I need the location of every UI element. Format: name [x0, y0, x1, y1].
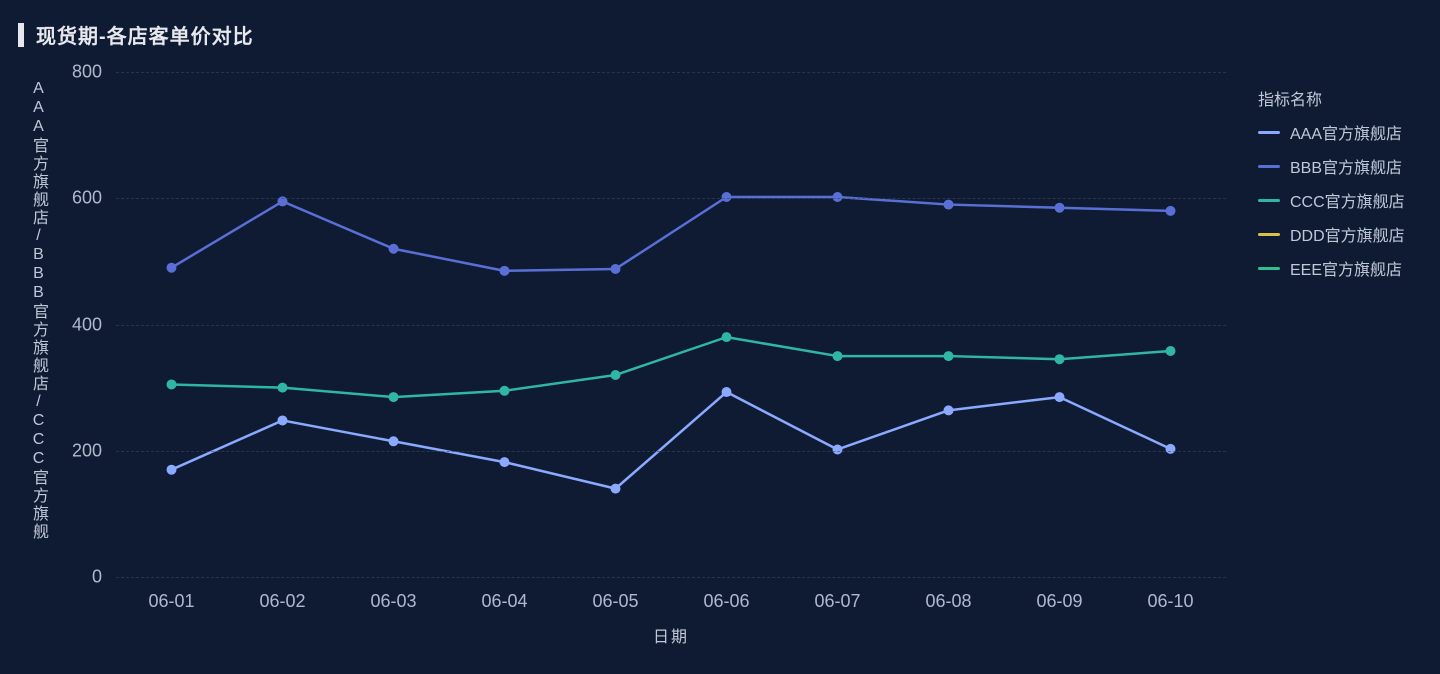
y-axis-label: AAA官方旗舰店/BBB官方旗舰店/CCC官方旗舰店/DDD官…: [30, 80, 50, 600]
x-tick-label: 06-05: [592, 591, 638, 612]
data-point[interactable]: [278, 415, 288, 425]
data-point[interactable]: [944, 351, 954, 361]
gridline: [116, 577, 1226, 578]
data-point[interactable]: [500, 266, 510, 276]
gridline: [116, 72, 1226, 73]
gridline: [116, 451, 1226, 452]
data-point[interactable]: [833, 351, 843, 361]
legend-label: BBB官方旗舰店: [1290, 154, 1402, 178]
data-point[interactable]: [278, 383, 288, 393]
data-point[interactable]: [944, 405, 954, 415]
gridline: [116, 325, 1226, 326]
data-point[interactable]: [1055, 203, 1065, 213]
legend-item[interactable]: CCC官方旗舰店: [1258, 188, 1405, 212]
y-tick-label: 400: [72, 314, 102, 335]
x-axis-label: 日期: [653, 623, 689, 647]
data-point[interactable]: [611, 264, 621, 274]
legend-swatch: [1258, 165, 1280, 168]
title-bar: 现货期-各店客单价对比: [18, 20, 254, 49]
data-point[interactable]: [389, 436, 399, 446]
legend-title: 指标名称: [1258, 86, 1405, 110]
legend-swatch: [1258, 131, 1280, 134]
data-point[interactable]: [944, 200, 954, 210]
x-tick-label: 06-02: [259, 591, 305, 612]
y-tick-label: 800: [72, 62, 102, 83]
data-point[interactable]: [500, 386, 510, 396]
data-point[interactable]: [1166, 206, 1176, 216]
series-line: [172, 197, 1171, 271]
x-tick-label: 06-06: [703, 591, 749, 612]
legend-item[interactable]: EEE官方旗舰店: [1258, 256, 1405, 280]
data-point[interactable]: [1055, 354, 1065, 364]
x-tick-label: 06-01: [148, 591, 194, 612]
legend-item[interactable]: DDD官方旗舰店: [1258, 222, 1405, 246]
data-point[interactable]: [611, 370, 621, 380]
data-point[interactable]: [833, 444, 843, 454]
y-tick-label: 600: [72, 188, 102, 209]
data-point[interactable]: [722, 332, 732, 342]
data-point[interactable]: [167, 465, 177, 475]
x-tick-label: 06-08: [925, 591, 971, 612]
legend-label: AAA官方旗舰店: [1290, 120, 1402, 144]
legend-swatch: [1258, 199, 1280, 202]
x-tick-label: 06-04: [481, 591, 527, 612]
x-tick-label: 06-10: [1147, 591, 1193, 612]
plot-area: 020040060080006-0106-0206-0306-0406-0506…: [116, 72, 1226, 577]
legend-swatch: [1258, 233, 1280, 236]
legend-item[interactable]: BBB官方旗舰店: [1258, 154, 1405, 178]
data-point[interactable]: [611, 484, 621, 494]
data-point[interactable]: [389, 244, 399, 254]
series-line: [172, 337, 1171, 397]
chart-title: 现货期-各店客单价对比: [36, 20, 254, 49]
x-tick-label: 06-03: [370, 591, 416, 612]
gridline: [116, 198, 1226, 199]
data-point[interactable]: [833, 192, 843, 202]
data-point[interactable]: [500, 457, 510, 467]
x-tick-label: 06-09: [1036, 591, 1082, 612]
x-tick-label: 06-07: [814, 591, 860, 612]
data-point[interactable]: [1166, 444, 1176, 454]
data-point[interactable]: [722, 192, 732, 202]
y-tick-label: 0: [92, 567, 102, 588]
y-tick-label: 200: [72, 440, 102, 461]
data-point[interactable]: [1055, 392, 1065, 402]
legend-label: CCC官方旗舰店: [1290, 188, 1405, 212]
data-point[interactable]: [1166, 346, 1176, 356]
series-line: [172, 392, 1171, 489]
data-point[interactable]: [167, 263, 177, 273]
legend-label: DDD官方旗舰店: [1290, 222, 1405, 246]
data-point[interactable]: [167, 379, 177, 389]
chart-container: 现货期-各店客单价对比 AAA官方旗舰店/BBB官方旗舰店/CCC官方旗舰店/D…: [0, 0, 1440, 674]
legend-label: EEE官方旗舰店: [1290, 256, 1402, 280]
data-point[interactable]: [722, 387, 732, 397]
title-accent-bar: [18, 23, 24, 47]
legend-swatch: [1258, 267, 1280, 270]
legend-item[interactable]: AAA官方旗舰店: [1258, 120, 1405, 144]
data-point[interactable]: [389, 392, 399, 402]
legend: 指标名称 AAA官方旗舰店 BBB官方旗舰店 CCC官方旗舰店 DDD官方旗舰店 EEE…: [1258, 86, 1405, 290]
